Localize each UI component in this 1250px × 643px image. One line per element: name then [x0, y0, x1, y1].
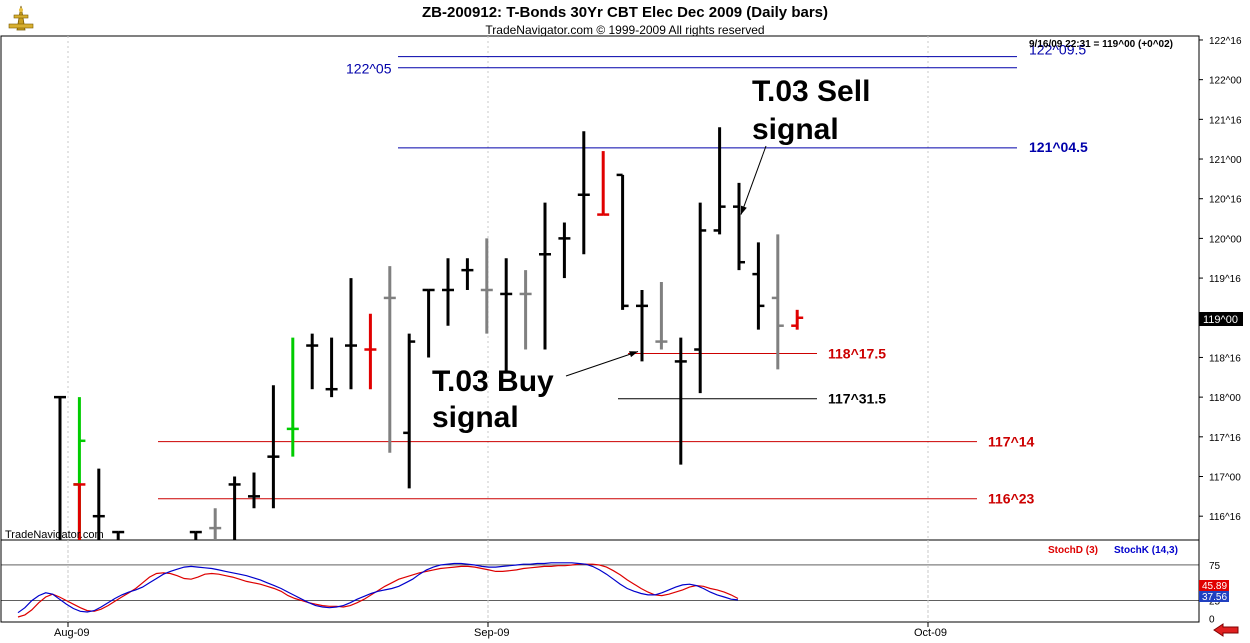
y-tick-label: 121^16 [1209, 115, 1242, 126]
ohlc-bar-Aug-17 [209, 508, 222, 540]
ohlc-bar-Aug-14 [189, 530, 202, 540]
ohlc-bar-Sep-22 [694, 202, 707, 394]
status-line: 9/16/09 22:31 = 119^00 (+0^02) [1029, 39, 1173, 50]
stoch-y-tick-label: 0 [1209, 614, 1215, 625]
stoch-legend-k: StochK (14,3) [1114, 545, 1178, 556]
ohlc-bar-Aug-04 [73, 483, 86, 540]
ohlc-bar-Aug-26 [345, 278, 357, 390]
stoch-series-d [17, 563, 739, 618]
ohlc-bar-Aug-19 [248, 472, 260, 509]
signal-annotation: T.03 Sell signal [740, 75, 870, 215]
stoch-legend-d: StochD (3) [1048, 545, 1098, 556]
stoch-readout-value: 45.89 [1202, 581, 1227, 592]
ohlc-bar-Sep-10 [539, 202, 551, 350]
stoch-readout-box [1199, 591, 1229, 602]
ohlc-bar-Sep-02 [442, 258, 454, 326]
ohlc-bar-Sep-14 [577, 131, 590, 255]
ohlc-bar-Sep-01 [422, 288, 435, 358]
chart-title: ZB-200912: T-Bonds 30Yr CBT Elec Dec 200… [422, 4, 828, 21]
level-label: 116^23 [988, 491, 1035, 507]
signal-text-line2: signal [752, 113, 839, 146]
x-tick-label: Aug-09 [54, 627, 89, 639]
signal-arrowhead [740, 205, 747, 215]
ohlc-bar-Sep-08 [500, 258, 513, 374]
ohlc-bar-Sep-17 [636, 289, 648, 362]
ohlc-bars [54, 127, 804, 540]
level-label: 122^05 [346, 61, 392, 77]
ohlc-bar-Sep-25 [752, 242, 765, 330]
ohlc-bar-Sep-09 [519, 270, 532, 350]
ohlc-bar-Aug-21 [286, 337, 299, 457]
x-tick-label: Sep-09 [474, 627, 509, 639]
ohlc-bar-Sep-29 [791, 309, 804, 330]
level-label: 122^09.5 [1029, 42, 1086, 58]
ohlc-bar-Aug-20 [267, 385, 280, 509]
ohlc-bar-Sep-04 [480, 238, 493, 334]
ohlc-bar-Sep-28 [771, 234, 784, 370]
y-tick-label: 120^16 [1209, 195, 1242, 206]
ohlc-bar-Sep-21 [674, 337, 687, 465]
signal-arrow [565, 351, 639, 377]
ohlc-bar-Aug-31 [403, 333, 416, 489]
stoch-readout-box [1199, 580, 1229, 591]
tradenavigator-logo-icon [8, 5, 34, 31]
ohlc-bar-Aug-28 [383, 266, 396, 453]
ohlc-bar-Sep-16 [616, 173, 629, 310]
stoch-series-k [17, 562, 739, 614]
stoch-readout-value: 37.56 [1202, 592, 1227, 603]
ohlc-bar-Sep-18 [655, 282, 668, 350]
y-tick-label: 119^16 [1209, 274, 1241, 285]
date-axis: Aug-09 Sep-09 Oct-09 [54, 622, 947, 639]
copyright-line: TradeNavigator.com © 1999-2009 All right… [485, 23, 765, 37]
current-price-label: 119^00 [1203, 314, 1238, 326]
signal-text-line1: T.03 Buy [432, 365, 554, 398]
scroll-left-arrow-icon[interactable] [1212, 622, 1240, 638]
signal-arrow [740, 145, 767, 215]
y-tick-label: 121^00 [1209, 155, 1242, 166]
price-levels: 122^09.5 122^05 121^04.5 118^17.5 117^31.5 11… [158, 42, 1088, 507]
current-price-box [1199, 312, 1243, 326]
level-label: 117^31.5 [828, 391, 886, 407]
y-tick-label: 117^16 [1209, 433, 1241, 444]
y-tick-label: 117^00 [1209, 473, 1241, 484]
level-label: 121^04.5 [1029, 139, 1088, 155]
y-tick-label: 118^00 [1209, 393, 1241, 404]
ohlc-bar-Aug-05 [92, 468, 105, 540]
stoch-y-tick-label: 25 [1209, 597, 1221, 608]
y-tick-label: 122^00 [1209, 76, 1242, 87]
y-tick-label: 118^16 [1209, 353, 1241, 364]
ohlc-bar-Sep-24 [733, 182, 745, 271]
y-tick-label: 122^16 [1209, 36, 1242, 47]
y-tick-label: 116^16 [1209, 512, 1241, 523]
level-label: 117^14 [988, 434, 1035, 450]
ohlc-bar-Sep-11 [558, 222, 571, 279]
ohlc-bar-Jul-31 [54, 395, 66, 540]
ohlc-bar-Aug-25 [325, 337, 338, 398]
signal-text-line2: signal [432, 401, 519, 434]
ohlc-bar-Aug-27 [364, 313, 377, 390]
signal-text-line1: T.03 Sell [752, 75, 870, 108]
ohlc-bar-Sep-03 [461, 258, 474, 290]
watermark: TradeNavigator.com [5, 529, 104, 541]
signal-arrowhead [629, 351, 638, 358]
level-label: 118^17.5 [828, 345, 886, 361]
ohlc-bar-Sep-23 [713, 127, 726, 235]
x-tick-label: Oct-09 [914, 627, 947, 639]
ohlc-bar-Aug-18 [228, 476, 241, 540]
ohlc-bar-Sep-15 [597, 151, 610, 216]
stoch-y-tick-label: 75 [1209, 561, 1221, 572]
ohlc-bar-Aug-24 [306, 333, 319, 390]
y-tick-label: 120^00 [1209, 234, 1242, 245]
ohlc-bar-Aug-06 [112, 530, 125, 540]
